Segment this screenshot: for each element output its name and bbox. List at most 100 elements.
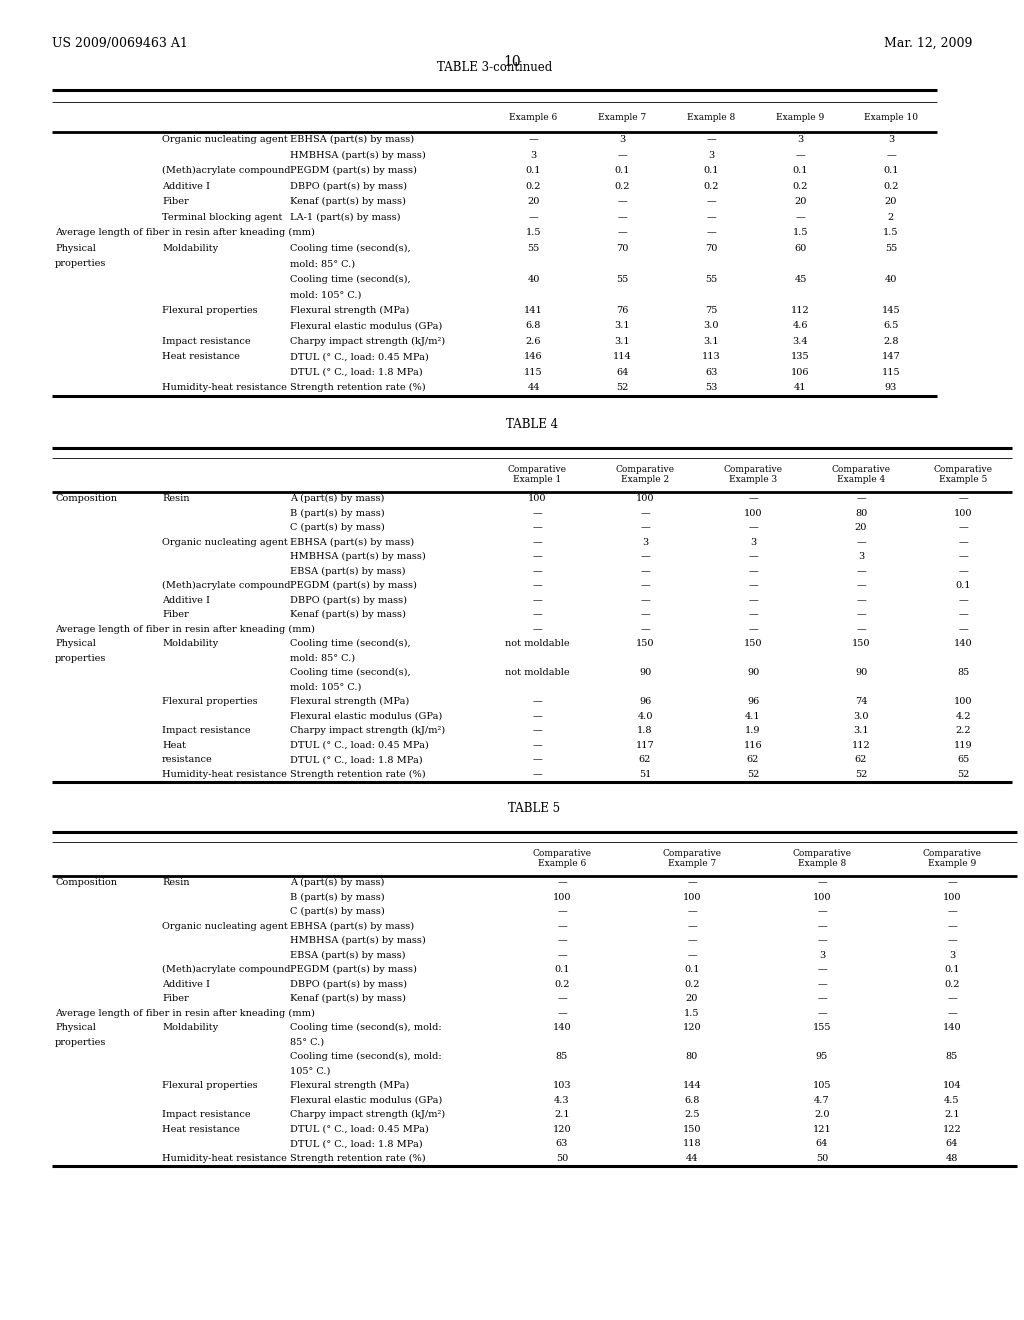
Text: 0.2: 0.2 <box>554 979 569 989</box>
Text: —: — <box>817 965 826 974</box>
Text: —: — <box>958 624 969 634</box>
Text: 3: 3 <box>642 537 648 546</box>
Text: 0.2: 0.2 <box>944 979 959 989</box>
Text: 150: 150 <box>636 639 654 648</box>
Text: 0.2: 0.2 <box>884 182 899 191</box>
Text: 3.1: 3.1 <box>853 726 868 735</box>
Text: EBHSA (part(s) by mass): EBHSA (part(s) by mass) <box>290 135 414 144</box>
Text: DBPO (part(s) by mass): DBPO (part(s) by mass) <box>290 979 407 989</box>
Text: —: — <box>958 595 969 605</box>
Text: 144: 144 <box>683 1081 701 1090</box>
Text: Flexural properties: Flexural properties <box>162 697 258 706</box>
Text: —: — <box>856 581 866 590</box>
Text: 52: 52 <box>957 770 970 779</box>
Text: Flexural elastic modulus (GPa): Flexural elastic modulus (GPa) <box>290 1096 442 1105</box>
Text: Flexural properties: Flexural properties <box>162 1081 258 1090</box>
Text: Charpy impact strength (kJ/m²): Charpy impact strength (kJ/m²) <box>290 1110 445 1119</box>
Text: 0.1: 0.1 <box>614 166 630 176</box>
Text: EBHSA (part(s) by mass): EBHSA (part(s) by mass) <box>290 921 414 931</box>
Text: 64: 64 <box>946 1139 958 1148</box>
Text: 75: 75 <box>706 306 718 314</box>
Text: PEGDM (part(s) by mass): PEGDM (part(s) by mass) <box>290 166 417 176</box>
Text: 0.1: 0.1 <box>793 166 808 176</box>
Text: —: — <box>707 228 717 238</box>
Text: —: — <box>749 581 758 590</box>
Text: —: — <box>640 566 650 576</box>
Text: —: — <box>532 610 542 619</box>
Text: 120: 120 <box>553 1125 571 1134</box>
Text: 0.1: 0.1 <box>684 965 699 974</box>
Text: 96: 96 <box>639 697 651 706</box>
Text: Impact resistance: Impact resistance <box>162 1110 251 1119</box>
Text: 140: 140 <box>954 639 973 648</box>
Text: 0.1: 0.1 <box>884 166 899 176</box>
Text: 6.5: 6.5 <box>884 321 899 330</box>
Text: 2.6: 2.6 <box>525 337 542 346</box>
Text: —: — <box>796 213 805 222</box>
Text: Physical: Physical <box>55 639 96 648</box>
Text: 155: 155 <box>813 1023 831 1032</box>
Text: 150: 150 <box>743 639 762 648</box>
Text: 100: 100 <box>813 892 831 902</box>
Text: —: — <box>532 566 542 576</box>
Text: 117: 117 <box>636 741 654 750</box>
Text: A (part(s) by mass): A (part(s) by mass) <box>290 494 384 503</box>
Text: 141: 141 <box>524 306 543 314</box>
Text: 64: 64 <box>816 1139 828 1148</box>
Text: Humidity-heat resistance: Humidity-heat resistance <box>162 1154 287 1163</box>
Text: Cooling time (second(s),: Cooling time (second(s), <box>290 244 411 253</box>
Text: 100: 100 <box>743 508 762 517</box>
Text: 80: 80 <box>855 508 867 517</box>
Text: Average length of fiber in resin after kneading (mm): Average length of fiber in resin after k… <box>55 624 314 634</box>
Text: 103: 103 <box>553 1081 571 1090</box>
Text: 20: 20 <box>855 523 867 532</box>
Text: 112: 112 <box>792 306 810 314</box>
Text: 100: 100 <box>954 697 973 706</box>
Text: 2.1: 2.1 <box>944 1110 959 1119</box>
Text: 40: 40 <box>885 275 897 284</box>
Text: —: — <box>749 523 758 532</box>
Text: DTUL (° C., load: 1.8 MPa): DTUL (° C., load: 1.8 MPa) <box>290 368 423 376</box>
Text: 6.8: 6.8 <box>684 1096 699 1105</box>
Text: 90: 90 <box>746 668 759 677</box>
Text: Average length of fiber in resin after kneading (mm): Average length of fiber in resin after k… <box>55 228 314 238</box>
Text: —: — <box>749 566 758 576</box>
Text: 135: 135 <box>792 352 810 362</box>
Text: 3.1: 3.1 <box>614 321 631 330</box>
Text: Flexural strength (MPa): Flexural strength (MPa) <box>290 1081 410 1090</box>
Text: Cooling time (second(s), mold:: Cooling time (second(s), mold: <box>290 1052 441 1061</box>
Text: 4.7: 4.7 <box>814 1096 829 1105</box>
Text: 85° C.): 85° C.) <box>290 1038 325 1047</box>
Text: —: — <box>532 697 542 706</box>
Text: 2.1: 2.1 <box>554 1110 569 1119</box>
Text: Strength retention rate (%): Strength retention rate (%) <box>290 1154 426 1163</box>
Text: 55: 55 <box>616 275 629 284</box>
Text: Flexural properties: Flexural properties <box>162 306 258 314</box>
Text: —: — <box>856 595 866 605</box>
Text: 1.8: 1.8 <box>637 726 652 735</box>
Text: 90: 90 <box>639 668 651 677</box>
Text: —: — <box>532 755 542 764</box>
Text: Organic nucleating agent: Organic nucleating agent <box>162 921 288 931</box>
Text: 3.0: 3.0 <box>853 711 868 721</box>
Text: Organic nucleating agent: Organic nucleating agent <box>162 537 288 546</box>
Text: 44: 44 <box>527 383 540 392</box>
Text: —: — <box>617 213 628 222</box>
Text: 0.2: 0.2 <box>703 182 719 191</box>
Text: 51: 51 <box>639 770 651 779</box>
Text: 85: 85 <box>957 668 970 677</box>
Text: 1.5: 1.5 <box>525 228 542 238</box>
Text: US 2009/0069463 A1: US 2009/0069463 A1 <box>52 37 187 50</box>
Text: mold: 85° C.): mold: 85° C.) <box>290 653 355 663</box>
Text: Impact resistance: Impact resistance <box>162 337 251 346</box>
Text: 2.8: 2.8 <box>884 337 899 346</box>
Text: 6.8: 6.8 <box>525 321 542 330</box>
Text: —: — <box>749 610 758 619</box>
Text: Charpy impact strength (kJ/m²): Charpy impact strength (kJ/m²) <box>290 726 445 735</box>
Text: —: — <box>532 770 542 779</box>
Text: Example 6: Example 6 <box>509 112 558 121</box>
Text: Fiber: Fiber <box>162 197 188 206</box>
Text: 100: 100 <box>954 508 973 517</box>
Text: PEGDM (part(s) by mass): PEGDM (part(s) by mass) <box>290 965 417 974</box>
Text: Comparative
Example 3: Comparative Example 3 <box>724 465 782 484</box>
